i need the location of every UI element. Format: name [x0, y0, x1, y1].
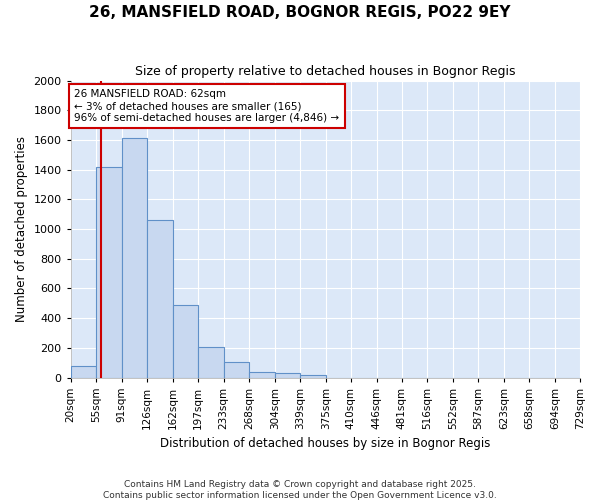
Text: 26 MANSFIELD ROAD: 62sqm
← 3% of detached houses are smaller (165)
96% of semi-d: 26 MANSFIELD ROAD: 62sqm ← 3% of detache…	[74, 90, 340, 122]
Bar	[96, 166, 122, 378]
Y-axis label: Number of detached properties: Number of detached properties	[15, 136, 28, 322]
Bar	[198, 347, 224, 378]
Bar	[147, 220, 173, 378]
Title: Size of property relative to detached houses in Bognor Regis: Size of property relative to detached ho…	[135, 65, 515, 78]
Bar	[173, 305, 198, 378]
Text: 26, MANSFIELD ROAD, BOGNOR REGIS, PO22 9EY: 26, MANSFIELD ROAD, BOGNOR REGIS, PO22 9…	[89, 5, 511, 20]
Bar	[122, 138, 147, 378]
Bar	[71, 366, 96, 378]
Bar	[300, 374, 326, 378]
Text: Contains HM Land Registry data © Crown copyright and database right 2025.
Contai: Contains HM Land Registry data © Crown c…	[103, 480, 497, 500]
X-axis label: Distribution of detached houses by size in Bognor Regis: Distribution of detached houses by size …	[160, 437, 491, 450]
Bar	[224, 362, 249, 378]
Bar	[249, 372, 275, 378]
Bar	[275, 373, 300, 378]
